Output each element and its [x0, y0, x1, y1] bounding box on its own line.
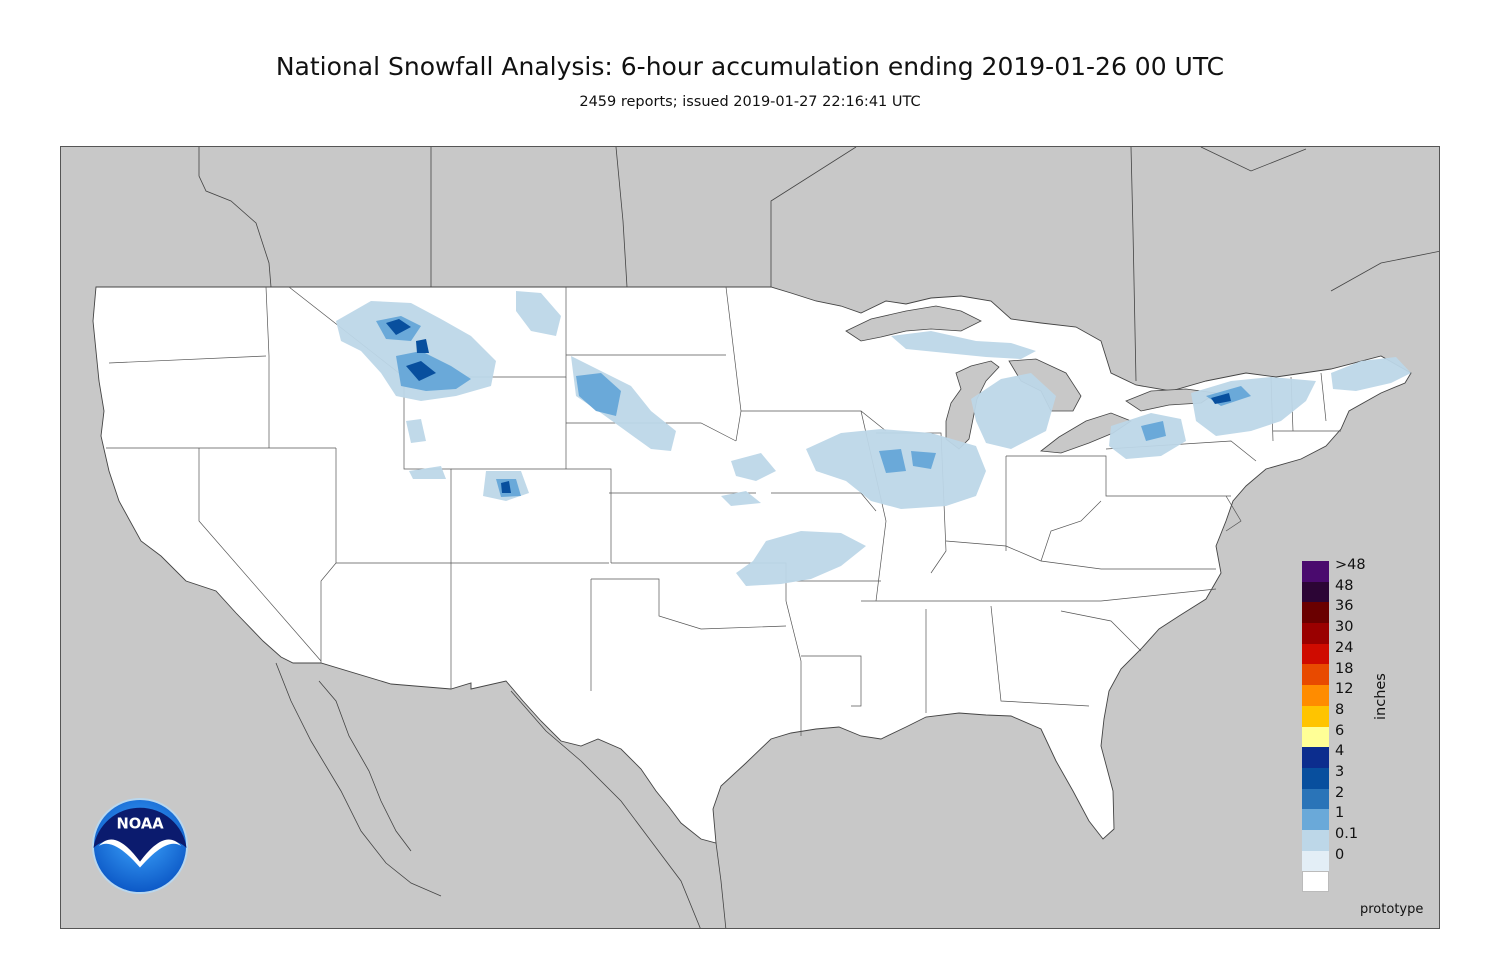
- legend-label: 8: [1335, 701, 1345, 718]
- legend-swatch: [1302, 685, 1329, 706]
- legend-label: 36: [1335, 598, 1354, 615]
- legend-swatch: [1302, 850, 1329, 872]
- mexico-coast: [275, 662, 727, 928]
- legend-swatch: [1302, 809, 1329, 830]
- legend-swatch: [1302, 623, 1329, 644]
- legend-swatch: [1302, 602, 1329, 624]
- legend-label: >48: [1335, 557, 1366, 573]
- legend-swatch: [1302, 664, 1329, 686]
- legend-swatch: [1302, 726, 1329, 748]
- legend-swatch: [1302, 747, 1329, 768]
- legend-label: 30: [1335, 619, 1354, 636]
- legend-swatch: [1302, 561, 1329, 582]
- legend-label: 0: [1335, 846, 1345, 863]
- legend-swatch: [1302, 788, 1329, 810]
- legend-swatch: [1302, 581, 1329, 603]
- legend-label: 18: [1335, 660, 1354, 677]
- map-title: National Snowfall Analysis: 6-hour accum…: [275, 52, 1225, 81]
- map-frame: [60, 146, 1440, 929]
- legend-swatch-base: [1302, 871, 1329, 892]
- legend-label: 24: [1335, 639, 1354, 656]
- noaa-logo-text: NOAA: [116, 815, 164, 832]
- legend-label: 48: [1335, 577, 1354, 594]
- legend-unit-label: inches: [1373, 673, 1389, 720]
- snowfall-heavy: [386, 319, 1231, 493]
- legend-label: 2: [1335, 784, 1345, 801]
- legend-swatch: [1302, 829, 1329, 851]
- great-lakes: [845, 305, 1218, 454]
- legend-colorbar: [1302, 561, 1329, 892]
- legend-label: 12: [1335, 681, 1354, 698]
- prototype-label: prototype: [1360, 902, 1424, 917]
- legend-label: 3: [1335, 764, 1345, 780]
- snowfall-map: [61, 147, 1439, 928]
- legend-swatch: [1302, 767, 1329, 789]
- legend-label: 4: [1335, 743, 1345, 760]
- legend-swatch: [1302, 643, 1329, 665]
- map-subtitle: 2459 reports; issued 2019-01-27 22:16:41…: [579, 94, 921, 110]
- legend-label: 0.1: [1335, 826, 1359, 843]
- legend-label: 1: [1335, 805, 1345, 822]
- legend-label: 6: [1335, 722, 1345, 739]
- noaa-logo: NOAA: [91, 797, 189, 895]
- legend-swatch: [1302, 705, 1329, 727]
- outside-boundaries: [198, 147, 1439, 382]
